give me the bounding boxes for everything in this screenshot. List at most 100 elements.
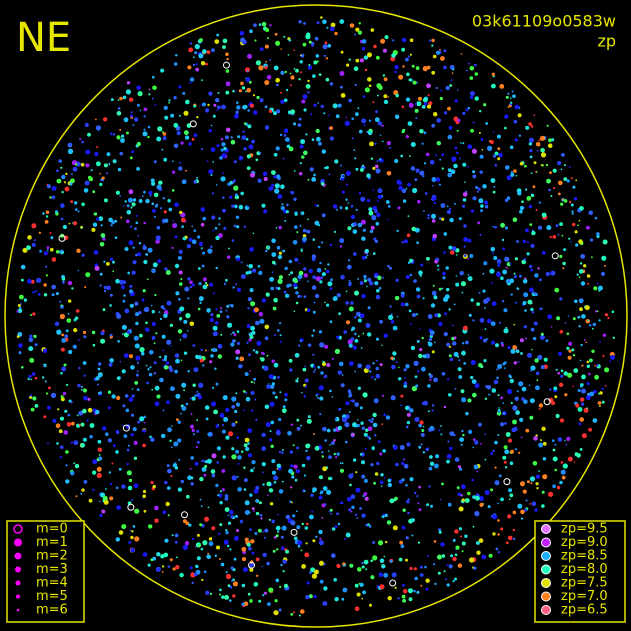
star — [329, 477, 333, 480]
star — [292, 444, 295, 447]
star — [268, 374, 274, 380]
star — [142, 245, 147, 251]
star — [31, 372, 36, 376]
star — [258, 501, 262, 505]
star — [532, 185, 536, 189]
star — [401, 461, 405, 466]
star — [373, 398, 379, 404]
star — [471, 379, 477, 384]
star — [541, 212, 547, 218]
star — [572, 222, 576, 227]
star — [152, 556, 157, 561]
star — [210, 124, 213, 127]
star — [225, 90, 230, 95]
star — [580, 281, 586, 286]
star — [326, 303, 330, 307]
star — [482, 289, 486, 293]
star — [462, 162, 467, 167]
star — [19, 294, 24, 300]
star — [143, 190, 146, 194]
star — [82, 361, 87, 365]
star — [263, 209, 268, 214]
star — [335, 456, 338, 459]
star — [27, 235, 32, 240]
star — [326, 363, 331, 367]
star — [253, 377, 257, 381]
star — [460, 389, 465, 394]
star — [128, 541, 132, 544]
star — [208, 541, 214, 547]
star — [419, 129, 424, 134]
star — [205, 590, 210, 596]
star — [307, 343, 312, 347]
star — [454, 457, 460, 462]
star — [366, 199, 370, 203]
star — [403, 589, 408, 594]
star — [444, 111, 448, 115]
star — [520, 509, 525, 515]
star — [403, 459, 406, 461]
star — [487, 505, 491, 509]
star — [279, 391, 282, 394]
star — [289, 72, 292, 75]
star — [222, 45, 226, 49]
star — [303, 474, 307, 477]
star — [65, 329, 69, 333]
star — [276, 430, 281, 436]
star — [384, 35, 389, 40]
star — [478, 538, 484, 543]
star — [281, 546, 285, 551]
star — [253, 110, 258, 115]
star — [577, 315, 581, 319]
star — [538, 403, 544, 408]
star — [246, 166, 251, 171]
star — [227, 544, 230, 548]
star — [291, 501, 293, 504]
star — [137, 420, 141, 424]
star — [37, 293, 41, 296]
star — [265, 422, 271, 428]
star — [408, 309, 412, 313]
star — [248, 270, 252, 275]
star — [380, 38, 386, 44]
star — [321, 451, 324, 454]
star — [215, 235, 220, 241]
star — [403, 384, 408, 388]
star — [496, 272, 501, 277]
star — [190, 476, 194, 480]
star — [554, 443, 557, 446]
star — [49, 196, 52, 199]
star — [541, 504, 545, 508]
star — [299, 144, 304, 149]
star — [324, 374, 328, 378]
star — [199, 523, 203, 527]
star — [461, 484, 466, 490]
magnitude-label: m=3 — [36, 562, 68, 577]
star — [591, 327, 594, 330]
star — [35, 290, 38, 293]
star — [272, 260, 276, 265]
star — [60, 416, 64, 421]
star — [164, 309, 167, 311]
star — [139, 333, 143, 338]
star — [494, 225, 497, 229]
star — [125, 408, 130, 413]
star — [129, 303, 134, 308]
star — [312, 74, 316, 78]
star — [17, 304, 21, 307]
star — [338, 407, 342, 411]
star — [304, 526, 309, 530]
star — [244, 391, 248, 394]
star — [449, 207, 452, 210]
star — [129, 284, 133, 288]
star — [51, 284, 56, 290]
star — [452, 341, 457, 346]
star — [420, 263, 424, 267]
star — [361, 597, 364, 600]
star — [223, 539, 229, 545]
star — [386, 520, 392, 525]
star — [143, 128, 146, 131]
star — [596, 364, 599, 367]
star — [502, 247, 505, 251]
star — [309, 571, 312, 574]
